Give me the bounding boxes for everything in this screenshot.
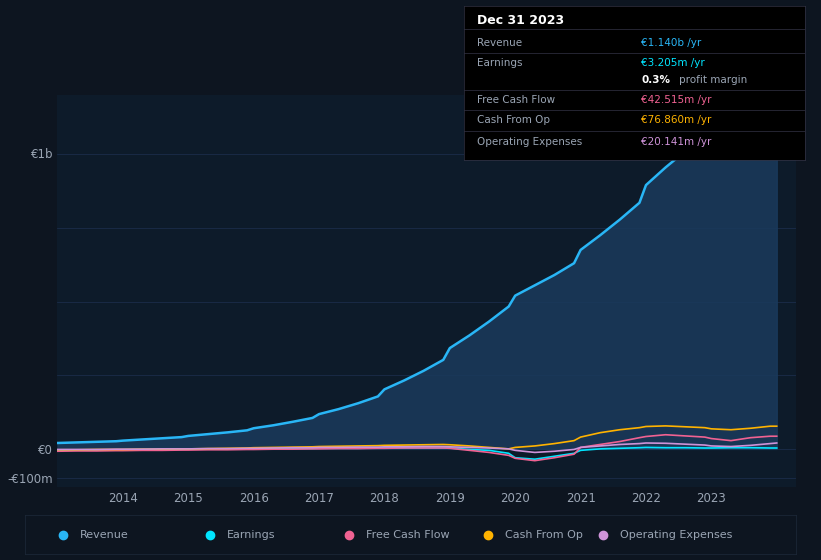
Text: Dec 31 2023: Dec 31 2023 <box>478 15 565 27</box>
Text: profit margin: profit margin <box>678 75 747 85</box>
Text: €20.141m /yr: €20.141m /yr <box>641 137 712 147</box>
Text: Free Cash Flow: Free Cash Flow <box>365 530 449 540</box>
Text: Earnings: Earnings <box>478 58 523 68</box>
Text: Cash From Op: Cash From Op <box>478 115 551 125</box>
Text: Cash From Op: Cash From Op <box>505 530 583 540</box>
Text: Operating Expenses: Operating Expenses <box>621 530 733 540</box>
Text: €1.140b /yr: €1.140b /yr <box>641 38 701 48</box>
Text: €3.205m /yr: €3.205m /yr <box>641 58 704 68</box>
Text: Revenue: Revenue <box>80 530 129 540</box>
Text: €42.515m /yr: €42.515m /yr <box>641 95 712 105</box>
Text: Free Cash Flow: Free Cash Flow <box>478 95 556 105</box>
Text: €1b: €1b <box>31 148 54 161</box>
Text: Revenue: Revenue <box>478 38 523 48</box>
Text: 0.3%: 0.3% <box>641 75 670 85</box>
Text: €76.860m /yr: €76.860m /yr <box>641 115 712 125</box>
Text: Earnings: Earnings <box>227 530 275 540</box>
Text: Operating Expenses: Operating Expenses <box>478 137 583 147</box>
